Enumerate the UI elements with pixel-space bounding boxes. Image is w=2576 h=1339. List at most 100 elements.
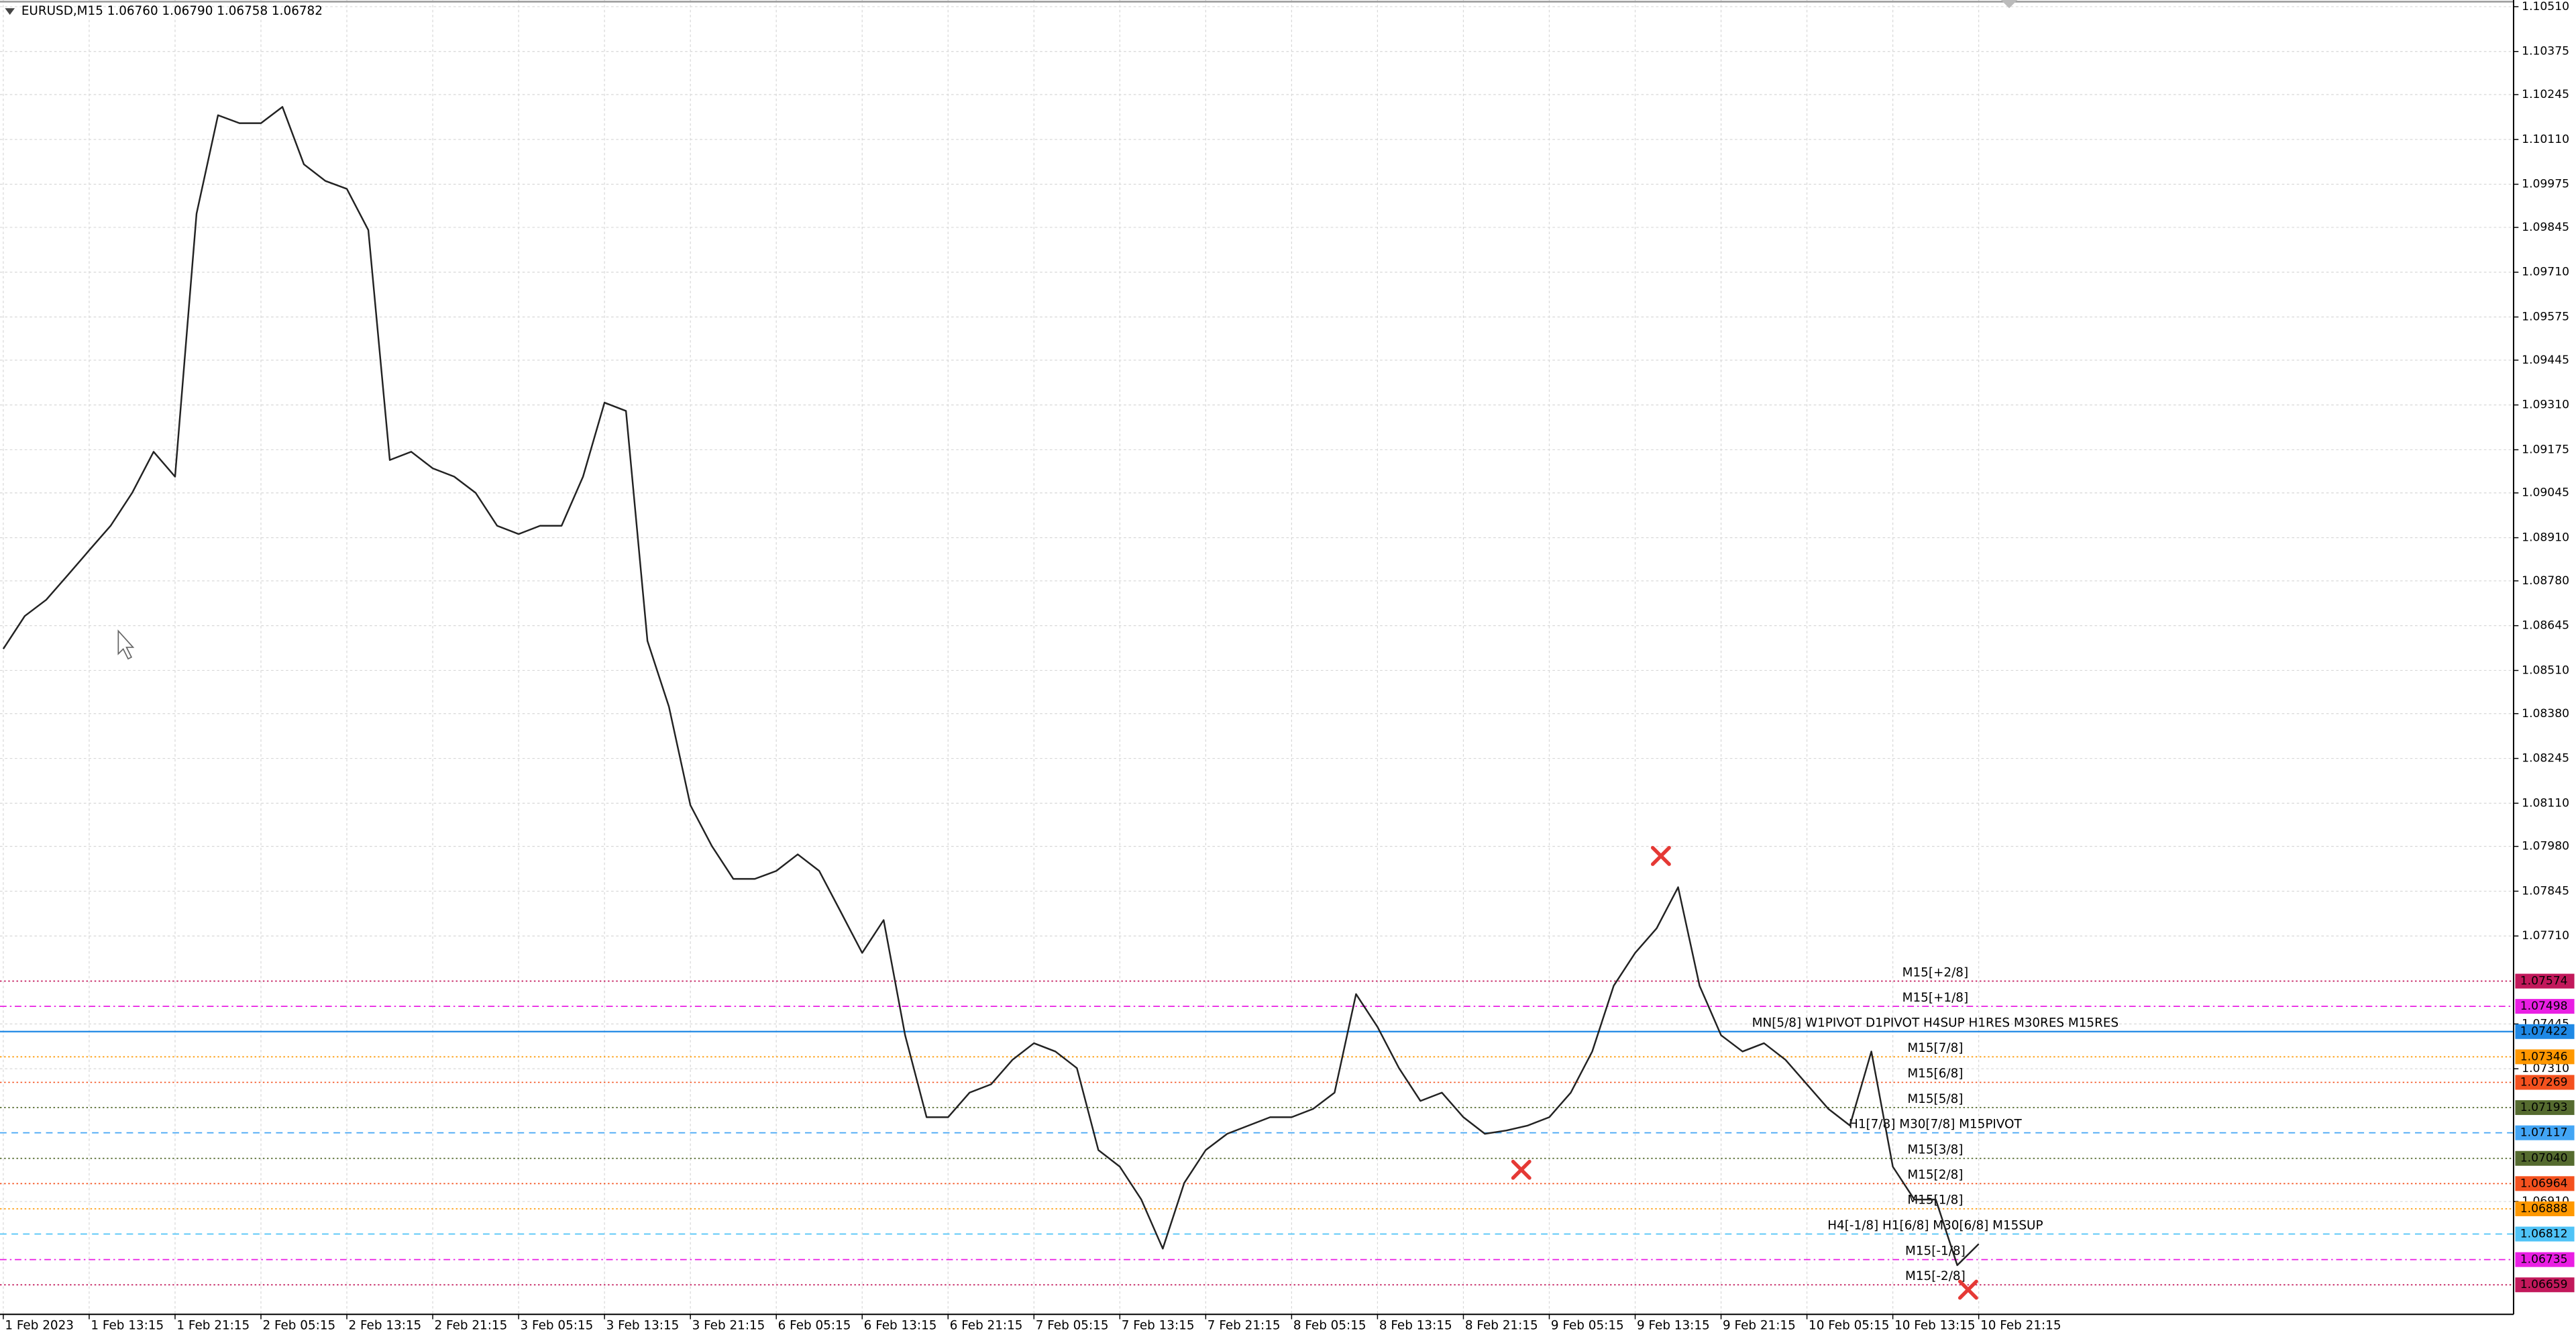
y-tick-label: 1.09445 <box>2522 354 2569 367</box>
y-tick-label: 1.09310 <box>2522 398 2569 412</box>
x-tick-label: 10 Feb 21:15 <box>1980 1318 2061 1332</box>
y-tick-label: 1.09710 <box>2522 266 2569 279</box>
y-tick-label: 1.10375 <box>2522 45 2569 58</box>
level-price-box <box>2515 1252 2575 1267</box>
level-price-label: 1.07422 <box>2520 1025 2568 1038</box>
level-label: M15[2/8] <box>1907 1168 1963 1182</box>
level-price-label: 1.06888 <box>2520 1202 2568 1216</box>
level-price-box <box>2515 1226 2575 1242</box>
y-tick-label: 1.07310 <box>2522 1062 2569 1075</box>
level-price-label: 1.06964 <box>2520 1177 2568 1190</box>
level-label: M15[+1/8] <box>1902 991 1968 1005</box>
level-price-box <box>2515 1100 2575 1116</box>
y-tick-label: 1.10110 <box>2522 133 2569 146</box>
level-label: M15[+2/8] <box>1902 965 1968 979</box>
x-tick-label: 1 Feb 2023 <box>5 1318 74 1332</box>
level-price-box <box>2515 1125 2575 1140</box>
x-tick-label: 1 Feb 21:15 <box>176 1318 250 1332</box>
y-tick-label: 1.08245 <box>2522 752 2569 765</box>
level-price-label: 1.07346 <box>2520 1050 2568 1063</box>
x-tick-label: 3 Feb 05:15 <box>521 1318 594 1332</box>
level-price-box <box>2515 1024 2575 1039</box>
menu-arrow[interactable] <box>5 8 15 15</box>
level-price-box <box>2515 1176 2575 1191</box>
y-tick-label: 1.09975 <box>2522 178 2569 191</box>
level-label: MN[5/8] W1PIVOT D1PIVOT H4SUP H1RES M30R… <box>1752 1016 2118 1030</box>
level-label: M15[3/8] <box>1907 1142 1963 1157</box>
level-price-label: 1.07117 <box>2520 1126 2568 1140</box>
y-tick-label: 1.07845 <box>2522 884 2569 898</box>
level-label: M15[6/8] <box>1907 1067 1963 1081</box>
x-tick-label: 9 Feb 13:15 <box>1637 1318 1710 1332</box>
level-label: H4[-1/8] H1[6/8] M30[6/8] M15SUP <box>1827 1218 2043 1232</box>
x-tick-label: 7 Feb 21:15 <box>1208 1318 1281 1332</box>
y-tick-label: 1.10245 <box>2522 88 2569 101</box>
y-tick-label: 1.08780 <box>2522 574 2569 588</box>
mouse-cursor <box>117 629 135 660</box>
level-price-box <box>2515 1201 2575 1216</box>
x-tick-label: 7 Feb 05:15 <box>1036 1318 1109 1332</box>
level-price-label: 1.07269 <box>2520 1075 2568 1089</box>
x-tick-label: 3 Feb 21:15 <box>692 1318 765 1332</box>
y-tick-label: 1.08645 <box>2522 619 2569 633</box>
y-tick-label: 1.09045 <box>2522 486 2569 500</box>
x-tick-label: 3 Feb 13:15 <box>606 1318 680 1332</box>
y-tick-label: 1.07980 <box>2522 840 2569 853</box>
x-tick-label: 6 Feb 13:15 <box>864 1318 937 1332</box>
x-tick-label: 9 Feb 21:15 <box>1723 1318 1796 1332</box>
level-price-box <box>2515 1049 2575 1065</box>
x-tick-label: 8 Feb 13:15 <box>1379 1318 1452 1332</box>
level-price-box <box>2515 1150 2575 1166</box>
y-tick-label: 1.08510 <box>2522 663 2569 677</box>
price-series <box>2 106 1980 1267</box>
level-price-label: 1.07498 <box>2520 1000 2568 1013</box>
price-line <box>2 106 1980 1267</box>
x-tick-label: 8 Feb 21:15 <box>1465 1318 1538 1332</box>
level-label: H1[7/8] M30[7/8] M15PIVOT <box>1849 1117 2022 1131</box>
x-tick-label: 10 Feb 13:15 <box>1894 1318 1975 1332</box>
grid <box>0 0 2514 1315</box>
y-tick-label: 1.07710 <box>2522 929 2569 943</box>
level-price-label: 1.07574 <box>2520 975 2568 988</box>
level-price-box <box>2515 999 2575 1014</box>
x-tick-label: 7 Feb 13:15 <box>1122 1318 1195 1332</box>
y-tick-label: 1.09175 <box>2522 443 2569 456</box>
y-tick-label: 1.10510 <box>2522 0 2569 13</box>
y-tick-label: 1.09845 <box>2522 221 2569 234</box>
signal-cross <box>1957 1279 1978 1300</box>
signal-cross <box>1511 1159 1532 1180</box>
level-price-box <box>2515 1277 2575 1293</box>
level-price-box <box>2515 973 2575 989</box>
x-tick-label: 2 Feb 13:15 <box>348 1318 421 1332</box>
x-tick-label: 8 Feb 05:15 <box>1293 1318 1366 1332</box>
axes: 1.10510 1.10375 1.10245 1.10110 1.09975 1.098… <box>3 0 2575 1332</box>
level-price-label: 1.06735 <box>2520 1253 2568 1267</box>
x-tick-label: 2 Feb 05:15 <box>262 1318 335 1332</box>
y-tick-label: 1.08380 <box>2522 707 2569 720</box>
x-tick-label: 10 Feb 05:15 <box>1809 1318 1889 1332</box>
level-price-label: 1.06812 <box>2520 1228 2568 1241</box>
x-tick-label: 9 Feb 05:15 <box>1551 1318 1624 1332</box>
level-price-label: 1.07040 <box>2520 1152 2568 1165</box>
x-tick-label: 2 Feb 21:15 <box>435 1318 508 1332</box>
y-tick-label: 1.09575 <box>2522 311 2569 324</box>
y-tick-label: 1.08910 <box>2522 531 2569 545</box>
chart-title: EURUSD,M15 1.06760 1.06790 1.06758 1.067… <box>21 4 323 18</box>
shift-marker <box>2000 0 2018 9</box>
signal-markers <box>1511 846 1978 1300</box>
level-price-label: 1.07193 <box>2520 1101 2568 1114</box>
level-label: M15[-2/8] <box>1905 1269 1966 1283</box>
x-tick-label: 6 Feb 21:15 <box>950 1318 1023 1332</box>
levels: M15[+2/8] M15[+1/8] MN[5/8] W1PIVOT D1PIVO… <box>0 965 2514 1286</box>
level-label: M15[5/8] <box>1907 1092 1963 1106</box>
y-tick-label: 1.08110 <box>2522 796 2569 810</box>
level-label: M15[7/8] <box>1907 1041 1963 1055</box>
level-price-label: 1.06659 <box>2520 1278 2568 1291</box>
level-label: M15[-1/8] <box>1905 1244 1966 1258</box>
x-tick-label: 1 Feb 13:15 <box>91 1318 164 1332</box>
level-price-box <box>2515 1075 2575 1090</box>
signal-cross <box>1650 846 1671 866</box>
x-tick-label: 6 Feb 05:15 <box>778 1318 851 1332</box>
